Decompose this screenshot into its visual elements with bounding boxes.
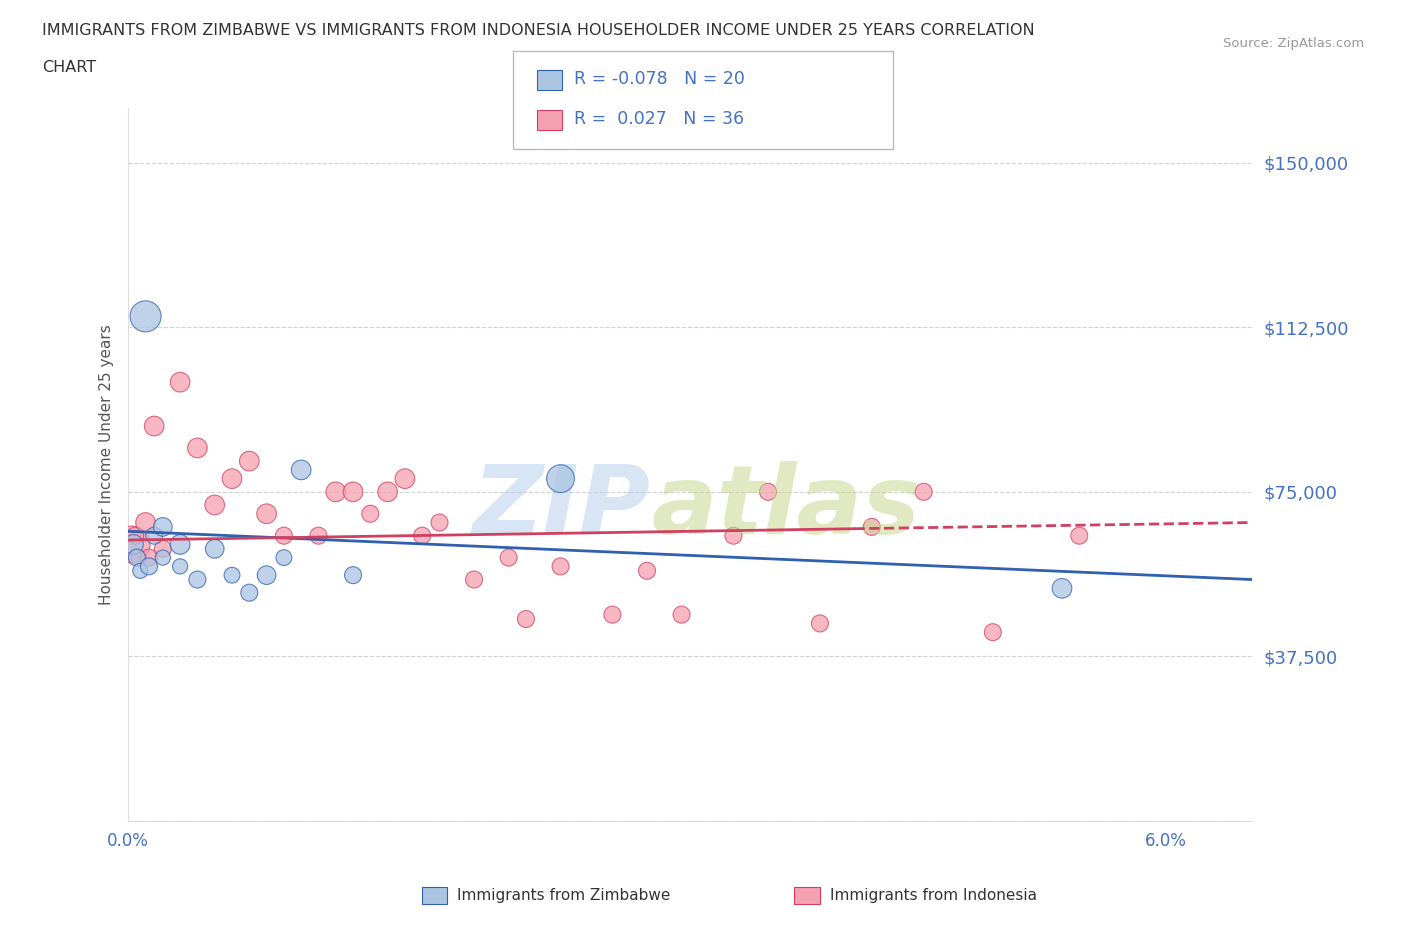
Point xyxy=(221,567,243,582)
Point xyxy=(860,520,883,535)
Point xyxy=(238,585,260,600)
Point xyxy=(1050,581,1073,596)
Point xyxy=(359,506,381,521)
Point xyxy=(143,418,166,433)
Point xyxy=(636,564,658,578)
Text: Immigrants from Zimbabwe: Immigrants from Zimbabwe xyxy=(457,888,671,903)
Point xyxy=(124,528,146,543)
Point xyxy=(152,520,174,535)
Point xyxy=(256,506,278,521)
Point xyxy=(342,485,364,499)
Point xyxy=(135,515,157,530)
Point xyxy=(307,528,329,543)
Point xyxy=(808,616,831,631)
Point xyxy=(143,528,166,543)
Text: ZIP: ZIP xyxy=(472,460,651,553)
Point xyxy=(125,551,148,565)
Point xyxy=(515,612,537,627)
Text: atlas: atlas xyxy=(651,460,920,553)
Point xyxy=(671,607,693,622)
Point xyxy=(204,498,226,512)
Point xyxy=(152,551,174,565)
Text: IMMIGRANTS FROM ZIMBABWE VS IMMIGRANTS FROM INDONESIA HOUSEHOLDER INCOME UNDER 2: IMMIGRANTS FROM ZIMBABWE VS IMMIGRANTS F… xyxy=(42,23,1035,38)
Point xyxy=(394,472,416,486)
Point xyxy=(169,375,191,390)
Point xyxy=(273,551,295,565)
Point xyxy=(186,441,208,456)
Point xyxy=(325,485,347,499)
Y-axis label: Householder Income Under 25 years: Householder Income Under 25 years xyxy=(100,324,114,604)
Point xyxy=(429,515,451,530)
Point xyxy=(550,559,572,574)
Point xyxy=(129,564,152,578)
Point xyxy=(377,485,399,499)
Point xyxy=(169,559,191,574)
Point xyxy=(723,528,745,543)
Text: CHART: CHART xyxy=(42,60,96,75)
Point xyxy=(169,537,191,551)
Point xyxy=(411,528,433,543)
Point xyxy=(912,485,935,499)
Text: R =  0.027   N = 36: R = 0.027 N = 36 xyxy=(574,110,744,128)
Point xyxy=(204,541,226,556)
Point xyxy=(463,572,485,587)
Text: R = -0.078   N = 20: R = -0.078 N = 20 xyxy=(574,70,745,88)
Text: Source: ZipAtlas.com: Source: ZipAtlas.com xyxy=(1223,37,1364,50)
Point xyxy=(602,607,624,622)
Point xyxy=(221,472,243,486)
Point xyxy=(152,541,174,556)
Point xyxy=(121,537,143,551)
Point xyxy=(550,472,572,486)
Point xyxy=(186,572,208,587)
Point xyxy=(290,462,312,477)
Point xyxy=(238,454,260,469)
Text: Immigrants from Indonesia: Immigrants from Indonesia xyxy=(830,888,1036,903)
Point xyxy=(1069,528,1091,543)
Point xyxy=(342,567,364,582)
Point xyxy=(135,309,157,324)
Point xyxy=(122,537,145,551)
Point xyxy=(981,625,1004,640)
Point xyxy=(128,551,150,565)
Point xyxy=(138,551,160,565)
Point xyxy=(756,485,779,499)
Point xyxy=(273,528,295,543)
Point xyxy=(256,567,278,582)
Point xyxy=(498,551,520,565)
Point xyxy=(138,559,160,574)
